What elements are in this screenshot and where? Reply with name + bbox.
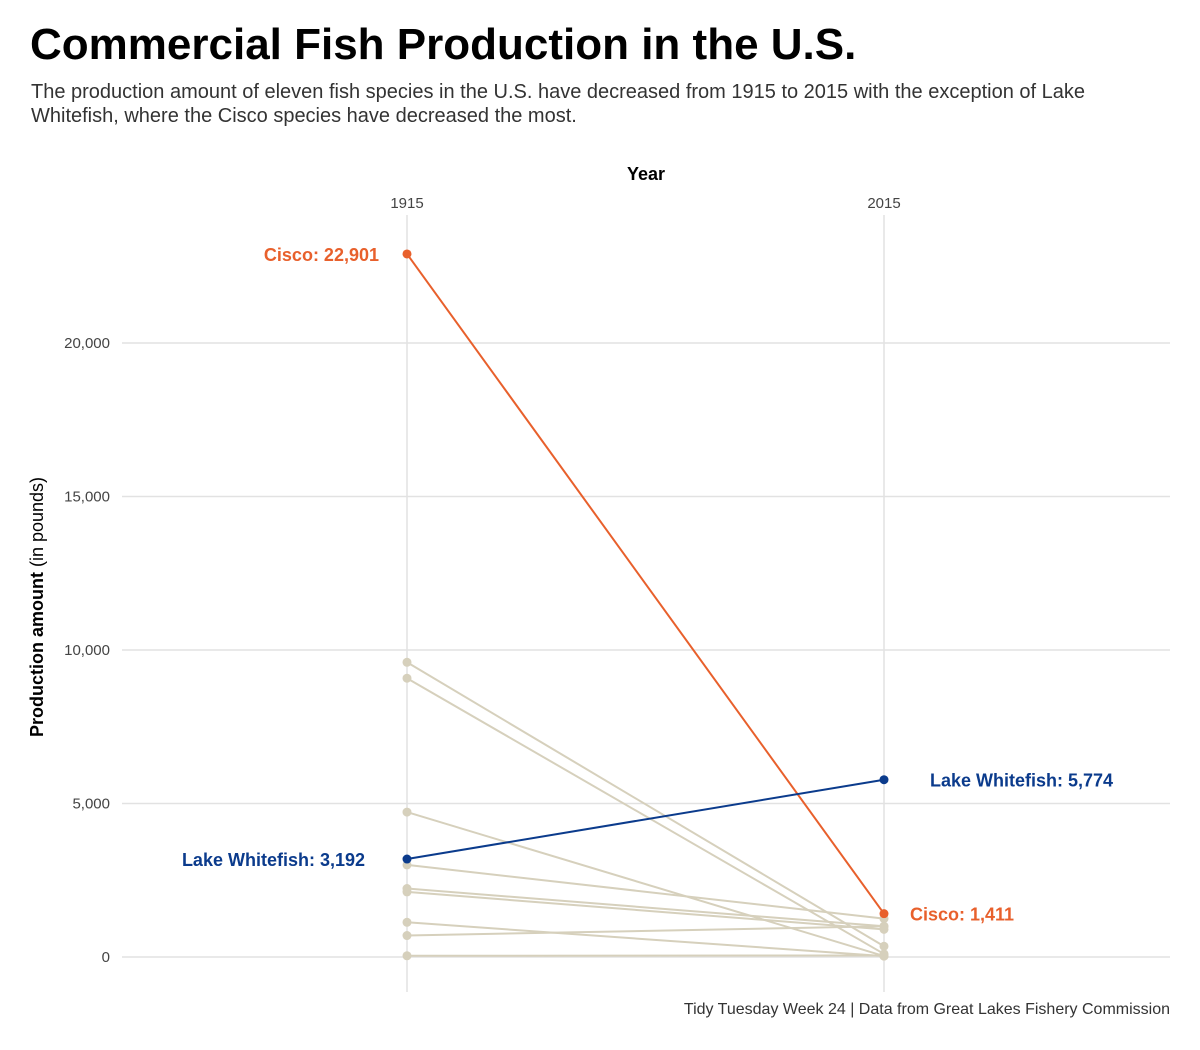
data-point-1915 xyxy=(402,657,412,667)
y-tick-label: 15,000 xyxy=(64,489,110,506)
series-line-other xyxy=(406,863,885,920)
annotations: Cisco: 22,901 Cisco: 1,411 Lake Whitefish:… xyxy=(182,245,1113,925)
y-tick-label: 20,000 xyxy=(64,335,110,352)
series-line-other xyxy=(406,887,885,928)
chart-title: Commercial Fish Production in the U.S. xyxy=(30,20,857,69)
data-point-1915 xyxy=(402,673,412,683)
series-points xyxy=(402,249,889,961)
data-point-1915 xyxy=(402,931,412,941)
cisco-label-2015: Cisco: 1,411 xyxy=(910,905,1014,925)
data-point-1915 xyxy=(402,917,412,927)
series-line-other xyxy=(406,890,885,931)
series-lines xyxy=(406,253,885,958)
chart-subtitle: The production amount of eleven fish spe… xyxy=(31,81,1085,127)
data-point-2015 xyxy=(879,941,889,951)
data-point-1915 xyxy=(402,807,412,817)
series-line-lake-whitefish xyxy=(406,778,885,860)
x-tick-label: 1915 xyxy=(390,195,423,212)
series-line-cisco xyxy=(406,253,885,915)
data-point-2015 xyxy=(879,921,889,931)
y-axis-title: Production amount (in pounds) xyxy=(27,477,47,737)
data-point-2015 xyxy=(879,909,889,919)
data-point-1915 xyxy=(402,887,412,897)
data-point-1915 xyxy=(402,854,412,864)
chart-caption: Tidy Tuesday Week 24 | Data from Great L… xyxy=(683,1001,1170,1018)
x-axis-title: Year xyxy=(627,164,665,184)
y-tick-label: 5,000 xyxy=(72,796,110,813)
data-point-1915 xyxy=(402,249,412,259)
grid xyxy=(122,215,1170,992)
lake-whitefish-label-2015: Lake Whitefish: 5,774 xyxy=(930,771,1113,791)
series-line-other xyxy=(406,661,885,948)
y-tick-label: 10,000 xyxy=(64,642,110,659)
data-point-2015 xyxy=(879,950,889,960)
axes: Year Production amount (in pounds) 0 5,00… xyxy=(27,164,901,966)
data-point-2015 xyxy=(879,775,889,785)
y-tick-label: 0 xyxy=(102,949,110,966)
y-axis-title-unit: (in pounds) xyxy=(27,477,47,572)
x-tick-label: 2015 xyxy=(867,195,900,212)
cisco-label-1915: Cisco: 22,901 xyxy=(264,245,379,265)
lake-whitefish-label-1915: Lake Whitefish: 3,192 xyxy=(182,850,365,870)
series-line-other xyxy=(406,925,885,937)
series-line-other xyxy=(406,677,885,955)
y-axis-title-bold: Production amount xyxy=(27,572,47,737)
series-line-other xyxy=(406,811,885,958)
series-line-other xyxy=(406,921,885,958)
data-point-1915 xyxy=(402,951,412,961)
